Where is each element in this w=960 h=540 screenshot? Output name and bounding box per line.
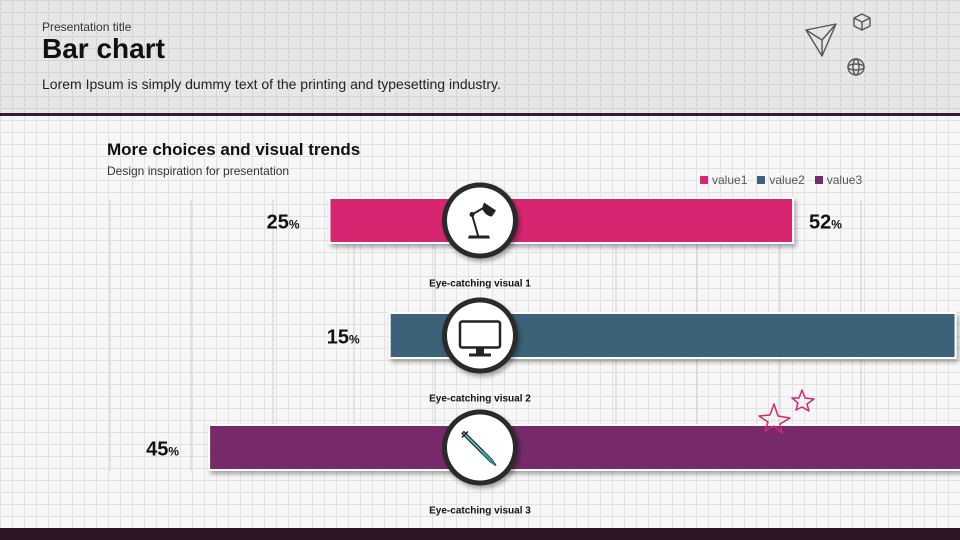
geometric-shapes-icon xyxy=(805,13,871,76)
legend-swatch xyxy=(814,176,823,184)
pen-icon xyxy=(442,409,518,486)
header-band xyxy=(0,0,960,113)
right-value-label: 52% xyxy=(809,212,842,234)
page-title: Bar chart xyxy=(42,33,165,64)
category-label: Eye-catching visual 2 xyxy=(429,394,531,405)
left-value-label: 15% xyxy=(327,327,360,349)
star-doodle-icon xyxy=(758,389,815,434)
monitor-icon xyxy=(442,297,518,374)
presentation-title: Presentation title xyxy=(42,20,132,34)
legend-item-value2: value2 xyxy=(757,173,805,187)
page-subtitle: Lorem Ipsum is simply dummy text of the … xyxy=(42,76,501,92)
left-value-label: 45% xyxy=(146,439,179,461)
header-divider xyxy=(0,113,960,116)
chart-legend: value1 value2 value3 xyxy=(700,173,862,187)
category-label: Eye-catching visual 3 xyxy=(429,506,531,517)
category-label: Eye-catching visual 1 xyxy=(429,279,531,290)
left-value-label: 25% xyxy=(267,212,300,234)
footer-bar xyxy=(0,528,960,540)
desk-lamp-icon xyxy=(442,182,518,259)
bar-3 xyxy=(208,424,960,471)
legend-label: value2 xyxy=(769,173,805,187)
legend-swatch xyxy=(757,176,766,184)
bar-1 xyxy=(328,197,795,244)
legend-swatch xyxy=(700,176,708,184)
legend-label: value1 xyxy=(712,173,748,187)
section-title: More choices and visual trends xyxy=(107,140,361,159)
section-subtitle: Design inspiration for presentation xyxy=(107,164,290,178)
legend-item-value3: value3 xyxy=(814,173,863,187)
legend-item-value1: value1 xyxy=(700,173,747,187)
legend-label: value3 xyxy=(826,173,863,187)
